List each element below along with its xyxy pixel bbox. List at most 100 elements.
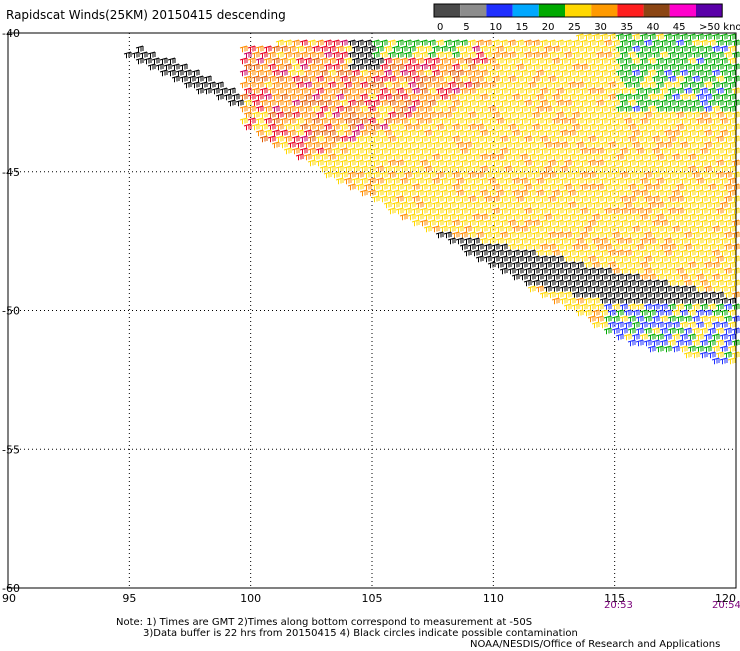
- wind-barb: [459, 99, 468, 107]
- wind-barb: [519, 57, 528, 65]
- wind-barb: [583, 201, 592, 209]
- wind-barb: [655, 273, 664, 281]
- wind-barb: [331, 51, 340, 59]
- wind-barb: [539, 171, 548, 179]
- wind-barb: [543, 237, 552, 245]
- wind-barb: [623, 333, 632, 341]
- wind-barb: [719, 213, 728, 221]
- wind-barb: [599, 213, 608, 221]
- wind-barb: [499, 171, 508, 179]
- wind-barb: [539, 219, 548, 227]
- wind-barb: [387, 183, 396, 191]
- wind-barb: [283, 75, 292, 83]
- wind-barb: [407, 45, 416, 53]
- wind-barb: [595, 171, 604, 179]
- wind-barb: [655, 177, 664, 185]
- wind-barb: [635, 255, 644, 263]
- wind-barb: [699, 255, 708, 263]
- wind-barb: [667, 63, 676, 71]
- wind-barb: [363, 111, 372, 119]
- wind-barb: [579, 219, 588, 227]
- wind-barb: [471, 105, 480, 113]
- wind-barb: [595, 219, 604, 227]
- wind-barb: [599, 153, 608, 161]
- legend-border: [433, 3, 723, 18]
- wind-barb: [343, 177, 352, 185]
- wind-barb: [459, 195, 468, 203]
- wind-barb: [611, 279, 620, 287]
- wind-barb: [643, 111, 652, 119]
- wind-barb: [535, 57, 544, 65]
- wind-barb: [515, 207, 524, 215]
- wind-barb: [527, 213, 536, 221]
- wind-barb: [547, 111, 556, 119]
- wind-barb: [519, 201, 528, 209]
- wind-barb: [567, 45, 576, 53]
- wind-barb: [467, 87, 476, 95]
- wind-barb: [227, 87, 236, 95]
- wind-barb: [483, 195, 492, 203]
- wind-barb: [279, 69, 288, 77]
- wind-barb: [471, 69, 480, 77]
- wind-barb: [571, 207, 580, 215]
- wind-barb: [563, 135, 572, 143]
- wind-barb: [619, 255, 628, 263]
- wind-barb: [439, 81, 448, 89]
- wind-barb: [703, 69, 712, 77]
- wind-barb: [603, 243, 612, 251]
- wind-barb: [499, 183, 508, 191]
- wind-barb: [447, 177, 456, 185]
- wind-barb: [703, 201, 712, 209]
- wind-barb: [607, 153, 616, 161]
- wind-barb: [615, 261, 624, 269]
- wind-barb: [687, 297, 696, 305]
- wind-barb: [723, 339, 732, 347]
- wind-barb: [695, 297, 704, 305]
- wind-barb: [283, 87, 292, 95]
- wind-barb: [711, 81, 720, 89]
- wind-barb: [503, 45, 512, 53]
- wind-barb: [527, 93, 536, 101]
- wind-barb: [683, 315, 692, 323]
- wind-barb: [671, 129, 680, 137]
- wind-barb: [251, 111, 260, 119]
- wind-barb: [355, 171, 364, 179]
- wind-barb: [279, 105, 288, 113]
- wind-barb: [603, 183, 612, 191]
- wind-barb: [595, 123, 604, 131]
- wind-barb: [627, 303, 636, 311]
- wind-barb: [571, 159, 580, 167]
- wind-barb: [607, 249, 616, 257]
- wind-barb: [699, 87, 708, 95]
- wind-barb: [315, 63, 324, 71]
- wind-barb: [527, 189, 536, 197]
- wind-barb: [695, 285, 704, 293]
- wind-barb: [415, 177, 424, 185]
- wind-barb: [671, 93, 680, 101]
- wind-barb: [327, 129, 336, 137]
- wind-barb: [719, 141, 728, 149]
- wind-barb: [311, 45, 320, 53]
- wind-barb: [671, 177, 680, 185]
- wind-barb: [427, 123, 436, 131]
- wind-barb: [515, 255, 524, 263]
- wind-barb: [679, 57, 688, 65]
- wind-barb: [303, 153, 312, 161]
- wind-barb: [419, 87, 428, 95]
- wind-barb: [463, 201, 472, 209]
- wind-barb: [439, 105, 448, 113]
- wind-barb: [711, 165, 720, 173]
- wind-barb: [671, 33, 680, 41]
- wind-barb: [651, 87, 660, 95]
- wind-barb: [691, 75, 700, 83]
- wind-barb: [407, 201, 416, 209]
- wind-barb: [683, 123, 692, 131]
- wind-barb: [387, 75, 396, 83]
- wind-barb: [575, 141, 584, 149]
- wind-barb: [655, 285, 664, 293]
- wind-barb: [611, 147, 620, 155]
- wind-barb: [299, 87, 308, 95]
- wind-barb: [531, 147, 540, 155]
- wind-barb: [687, 141, 696, 149]
- wind-barb: [383, 153, 392, 161]
